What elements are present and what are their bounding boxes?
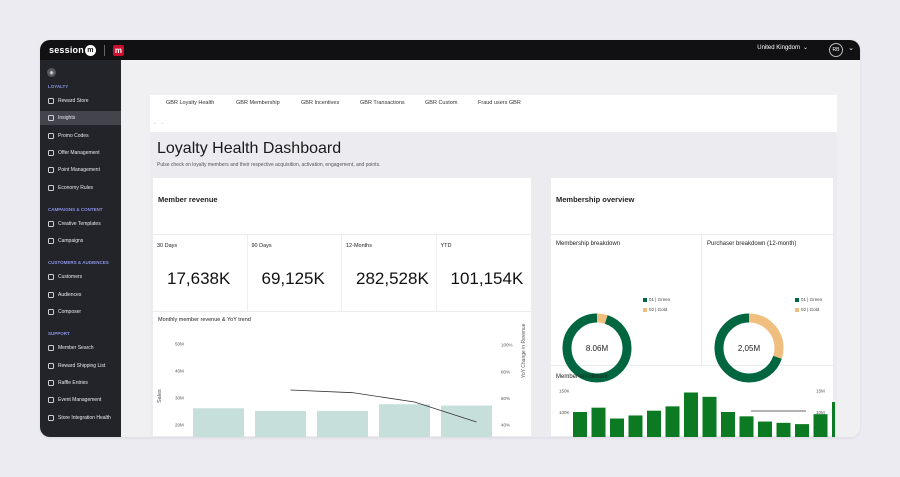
sidebar-item-label: Audiences bbox=[58, 291, 82, 298]
sidebar-item-label: Offer Management bbox=[58, 149, 100, 156]
sidebar-item-raffle-entries[interactable]: Raffle Entries bbox=[40, 376, 121, 390]
sidebar-section-label: CUSTOMERS & AUDIENCES bbox=[48, 260, 109, 266]
sidebar-item-label: Insights bbox=[58, 115, 76, 122]
top-bar: session m m United Kingdom ⌄ RB ⌄ bbox=[40, 40, 860, 60]
sidebar-item-label: Reward Store bbox=[58, 98, 89, 104]
avatar[interactable]: RB bbox=[829, 43, 843, 57]
tab-gbr-membership[interactable]: GBR Membership bbox=[236, 100, 280, 106]
rules-icon bbox=[48, 184, 54, 191]
main-content bbox=[121, 60, 860, 437]
search-icon bbox=[48, 345, 54, 352]
sidebar-item-label: Store Integration Health bbox=[58, 414, 111, 421]
chevron-down-icon[interactable]: ⌄ bbox=[848, 45, 854, 52]
tab-gbr-custom[interactable]: GBR Custom bbox=[425, 100, 458, 106]
sidebar: ◉ LOYALTY Reward Store Insights Promo Codes… bbox=[40, 60, 121, 437]
sidebar-section-label: LOYALTY bbox=[48, 84, 69, 89]
sidebar-item-reward-shipping-list[interactable]: Reward Shipping List bbox=[40, 359, 121, 373]
event-icon bbox=[48, 397, 54, 404]
offer-icon bbox=[48, 149, 54, 156]
sidebar-item-label: Reward Shipping List bbox=[58, 362, 106, 369]
sidebar-item-label: Point Management bbox=[58, 167, 100, 174]
tag-icon bbox=[48, 132, 54, 139]
sidebar-item-label: Promo Codes bbox=[58, 132, 89, 139]
sidebar-item-audiences[interactable]: Audiences bbox=[40, 288, 121, 302]
sidebar-item-economy-rules[interactable]: Economy Rules bbox=[40, 181, 121, 195]
composer-icon bbox=[48, 309, 54, 315]
sidebar-item-point-management[interactable]: Point Management bbox=[40, 163, 121, 177]
sidebar-item-member-search[interactable]: Member Search bbox=[40, 341, 121, 355]
tab-gbr-incentives[interactable]: GBR Incentives bbox=[301, 100, 340, 106]
insights-icon bbox=[48, 115, 54, 122]
sidebar-item-reward-store[interactable]: Reward Store bbox=[40, 94, 121, 108]
sidebar-item-promo-codes[interactable]: Promo Codes bbox=[40, 129, 121, 143]
tab-gbr-loyalty-health[interactable]: GBR Loyalty Health bbox=[166, 100, 215, 106]
brand-logo-icon[interactable]: m bbox=[112, 44, 124, 56]
sidebar-item-store-integration-health[interactable]: Store Integration Health bbox=[40, 411, 121, 425]
sidebar-item-label: Member Search bbox=[58, 345, 94, 352]
logo-text: session bbox=[49, 45, 84, 55]
chevron-down-icon: ⌄ bbox=[802, 45, 808, 51]
sidebar-item-creative-templates[interactable]: Creative Templates bbox=[40, 217, 121, 231]
health-icon bbox=[48, 414, 54, 421]
points-icon bbox=[48, 167, 54, 174]
region-label: United Kingdom bbox=[757, 44, 800, 51]
home-icon[interactable]: ◉ bbox=[47, 68, 56, 77]
tab-gbr-transactions[interactable]: GBR Transactions bbox=[360, 100, 405, 106]
sidebar-item-label: Creative Templates bbox=[58, 220, 101, 227]
sidebar-item-label: Customers bbox=[58, 274, 83, 281]
sidebar-item-event-management[interactable]: Event Management bbox=[40, 393, 121, 407]
logo-mark-icon: m bbox=[84, 44, 96, 56]
sidebar-section-label: SUPPORT bbox=[48, 331, 70, 337]
region-selector[interactable]: United Kingdom ⌄ bbox=[757, 44, 808, 52]
tab-fraud-users-gbr[interactable]: Fraud users GBR bbox=[478, 100, 521, 106]
shipping-icon bbox=[48, 362, 54, 369]
template-icon bbox=[48, 220, 54, 227]
sidebar-item-offer-management[interactable]: Offer Management bbox=[40, 146, 121, 160]
sidebar-item-label: Economy Rules bbox=[58, 184, 94, 191]
logo-divider bbox=[103, 44, 105, 56]
sidebar-section-label: CAMPAIGNS & CONTENT bbox=[48, 206, 103, 212]
store-icon bbox=[48, 98, 54, 104]
sidebar-item-composer[interactable]: Composer bbox=[40, 305, 121, 319]
sidebar-item-campaigns[interactable]: Campaigns bbox=[40, 234, 121, 248]
audiences-icon bbox=[48, 291, 54, 298]
sidebar-item-label: Composer bbox=[58, 309, 82, 315]
sidebar-item-insights[interactable]: Insights bbox=[40, 111, 121, 126]
sidebar-item-label: Event Management bbox=[58, 397, 102, 404]
customers-icon bbox=[48, 274, 54, 281]
campaign-icon bbox=[48, 238, 54, 245]
sidebar-item-label: Raffle Entries bbox=[58, 379, 88, 386]
sidebar-item-customers[interactable]: Customers bbox=[40, 270, 121, 284]
raffle-icon bbox=[48, 379, 54, 386]
sidebar-item-label: Campaigns bbox=[58, 238, 84, 245]
session-logo[interactable]: session m bbox=[49, 44, 96, 56]
